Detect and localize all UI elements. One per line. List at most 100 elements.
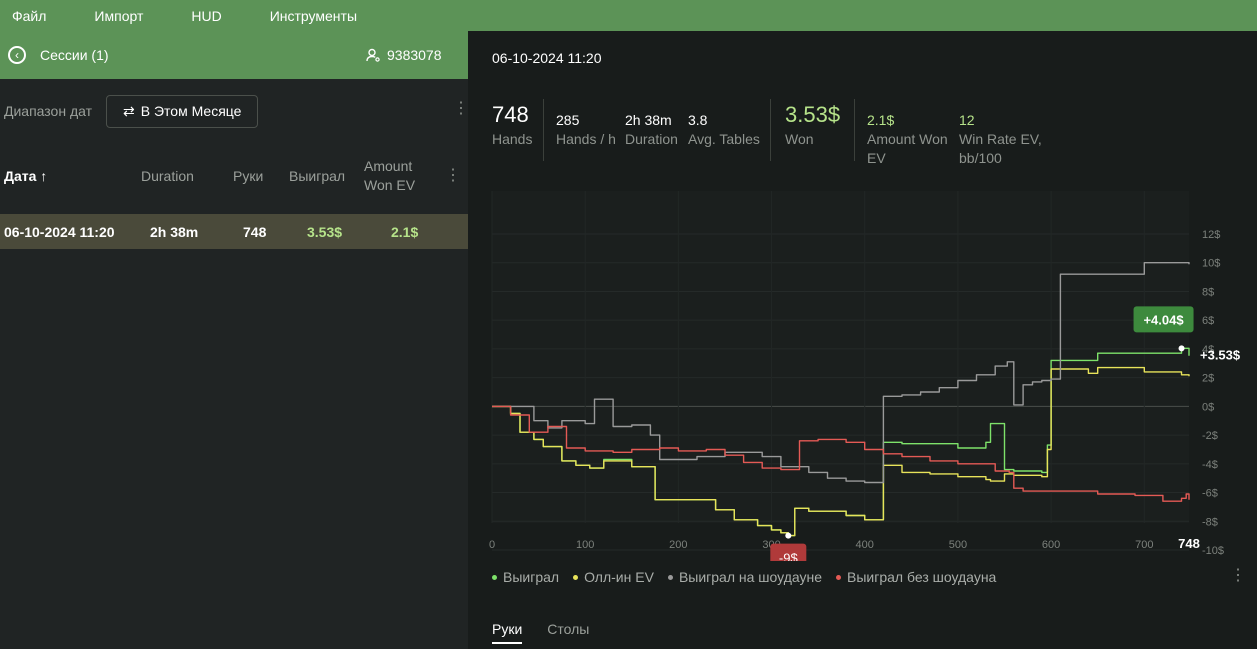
series-line-2[interactable] — [492, 262, 1190, 484]
user-icon — [366, 48, 380, 62]
tab-tables[interactable]: Столы — [547, 621, 590, 637]
x-tick-label: 100 — [576, 539, 594, 551]
menu-import[interactable]: Импорт — [94, 7, 144, 24]
legend-label: Выиграл без шоудауна — [847, 569, 997, 585]
series-line-3[interactable] — [492, 405, 1190, 502]
legend-label: Выиграл на шоудауне — [678, 569, 823, 585]
stat-won-label: Won — [785, 131, 814, 147]
row-won: 3.53$ — [307, 223, 343, 240]
date-range-value: В Этом Месяце — [140, 103, 242, 119]
stat-hands-per-hour: 285 Hands / h — [556, 110, 616, 149]
y-tick-label: 6$ — [1202, 315, 1214, 327]
stat-win-rate-ev-label1: Win Rate EV, — [959, 131, 1042, 147]
sessions-panel: ‹ Сессии (1) 9383078 Диапазон дат ⇄ В Эт… — [0, 31, 469, 649]
chart-more-icon[interactable]: ⋮ — [1230, 567, 1246, 584]
max-badge — [1133, 306, 1194, 333]
stat-hands-label: Hands — [492, 131, 533, 147]
plot-area — [492, 191, 1189, 523]
min-badge — [770, 543, 807, 561]
legend-item-allin-ev[interactable]: Олл-ин EV — [573, 569, 654, 585]
x-tick-label: 400 — [856, 539, 874, 551]
max-point[interactable] — [1178, 345, 1185, 352]
legend-dot — [667, 574, 673, 580]
series-line-1[interactable] — [492, 366, 1190, 537]
legend-dot — [573, 574, 579, 580]
columns-more-icon[interactable]: ⋮ — [445, 167, 461, 184]
row-amount-won-ev: 2.1$ — [391, 223, 419, 240]
column-hands[interactable]: Руки — [233, 168, 264, 184]
column-duration[interactable]: Duration — [141, 168, 194, 184]
menu-hud[interactable]: HUD — [191, 7, 222, 24]
menu-file[interactable]: Файл — [12, 7, 47, 24]
y-tick-label: -6$ — [1202, 488, 1218, 500]
stat-divider — [543, 99, 544, 161]
stat-duration-label: Duration — [625, 131, 678, 147]
legend-item-won[interactable]: Выиграл — [492, 569, 559, 585]
date-range-button[interactable]: ⇄ В Этом Месяце — [106, 94, 259, 128]
stat-amount-won-ev-label1: Amount Won — [867, 131, 948, 147]
max-label: +4.04$ — [1143, 312, 1184, 327]
filter-more-icon[interactable]: ⋮ — [453, 100, 469, 117]
y-tick-label: 8$ — [1202, 286, 1214, 298]
x-end-label: 748 — [1178, 536, 1200, 551]
stat-hands-per-hour-label: Hands / h — [556, 131, 616, 147]
stat-win-rate-ev: 12 Win Rate EV, bb/100 — [959, 110, 1042, 168]
legend-label: Олл-ин EV — [584, 569, 654, 585]
legend-item-no-showdown[interactable]: Выиграл без шоудауна — [836, 569, 996, 585]
y-tick-label: -10$ — [1202, 545, 1224, 557]
swap-icon: ⇄ — [123, 102, 135, 119]
date-filter-row: Диапазон дат ⇄ В Этом Месяце ⋮ — [0, 79, 469, 143]
menu-tools[interactable]: Инструменты — [269, 7, 358, 24]
stat-amount-won-ev-label2: EV — [867, 150, 886, 166]
session-detail-panel: 06-10-2024 11:20 748 Hands 285 Hands / h… — [468, 31, 1257, 649]
column-won[interactable]: Выиграл — [289, 168, 346, 184]
chart-legend: Выиграл Олл-ин EV Выиграл на шоудауне Вы… — [492, 569, 1010, 585]
menu-bar: Файл Импорт HUD Инструменты — [0, 0, 1257, 31]
date-range-label: Диапазон дат — [4, 103, 93, 119]
user-account[interactable]: 9383078 — [366, 47, 442, 63]
column-amount-won-ev[interactable]: Amount Won EV — [364, 143, 415, 209]
stat-duration-value: 2h 38m — [625, 112, 672, 128]
detail-tabs: Руки Столы — [492, 621, 614, 644]
stat-win-rate-ev-value: 12 — [959, 112, 975, 128]
sessions-table-header: Дата ↑ Duration Руки Выиграл Amount Won … — [0, 143, 468, 209]
x-tick-label: 600 — [1042, 539, 1060, 551]
stat-win-rate-ev-label2: bb/100 — [959, 150, 1002, 166]
y-tick-label: 12$ — [1202, 229, 1220, 241]
stat-amount-won-ev: 2.1$ Amount Won EV — [867, 110, 948, 168]
y-tick-label: 10$ — [1202, 258, 1220, 270]
legend-item-showdown[interactable]: Выиграл на шоудауне — [667, 569, 823, 585]
row-date: 06-10-2024 11:20 — [4, 223, 115, 240]
stat-avg-tables-value: 3.8 — [688, 112, 708, 128]
y-tick-label: -8$ — [1202, 516, 1218, 528]
row-duration: 2h 38m — [150, 223, 199, 240]
end-value-label: +3.53$ — [1200, 348, 1241, 363]
y-tick-label: 4$ — [1202, 344, 1214, 356]
min-label: -9$ — [779, 551, 799, 561]
min-point[interactable] — [785, 532, 792, 539]
legend-label: Выиграл — [503, 569, 560, 585]
stat-avg-tables-label: Avg. Tables — [688, 131, 760, 147]
stat-avg-tables: 3.8 Avg. Tables — [688, 110, 760, 149]
x-tick-label: 200 — [669, 539, 687, 551]
stat-divider — [770, 99, 771, 161]
back-icon[interactable]: ‹ — [8, 46, 26, 64]
table-row[interactable]: 06-10-2024 11:20 2h 38m 748 3.53$ 2.1$ — [0, 214, 468, 249]
y-tick-label: 2$ — [1202, 373, 1214, 385]
column-amount-won-ev-line1: Amount — [364, 158, 413, 174]
row-hands: 748 — [243, 223, 267, 240]
stat-duration: 2h 38m Duration — [625, 110, 678, 149]
y-tick-label: -2$ — [1202, 430, 1218, 442]
y-tick-label: 0$ — [1202, 401, 1214, 413]
column-date[interactable]: Дата ↑ — [4, 168, 48, 184]
stat-amount-won-ev-value: 2.1$ — [867, 112, 895, 128]
profit-chart[interactable]: 12$10$8$6$4$2$0$-2$-4$-6$-8$-10$01002003… — [468, 191, 1257, 561]
user-id: 9383078 — [387, 47, 442, 63]
column-amount-won-ev-line2: Won EV — [364, 177, 416, 193]
legend-dot — [836, 574, 842, 580]
stat-won: 3.53$ Won — [785, 100, 840, 149]
sessions-header: ‹ Сессии (1) 9383078 — [0, 31, 468, 79]
stat-hands-per-hour-value: 285 — [556, 112, 580, 128]
x-tick-label: 0 — [489, 539, 495, 551]
tab-hands[interactable]: Руки — [492, 621, 523, 644]
